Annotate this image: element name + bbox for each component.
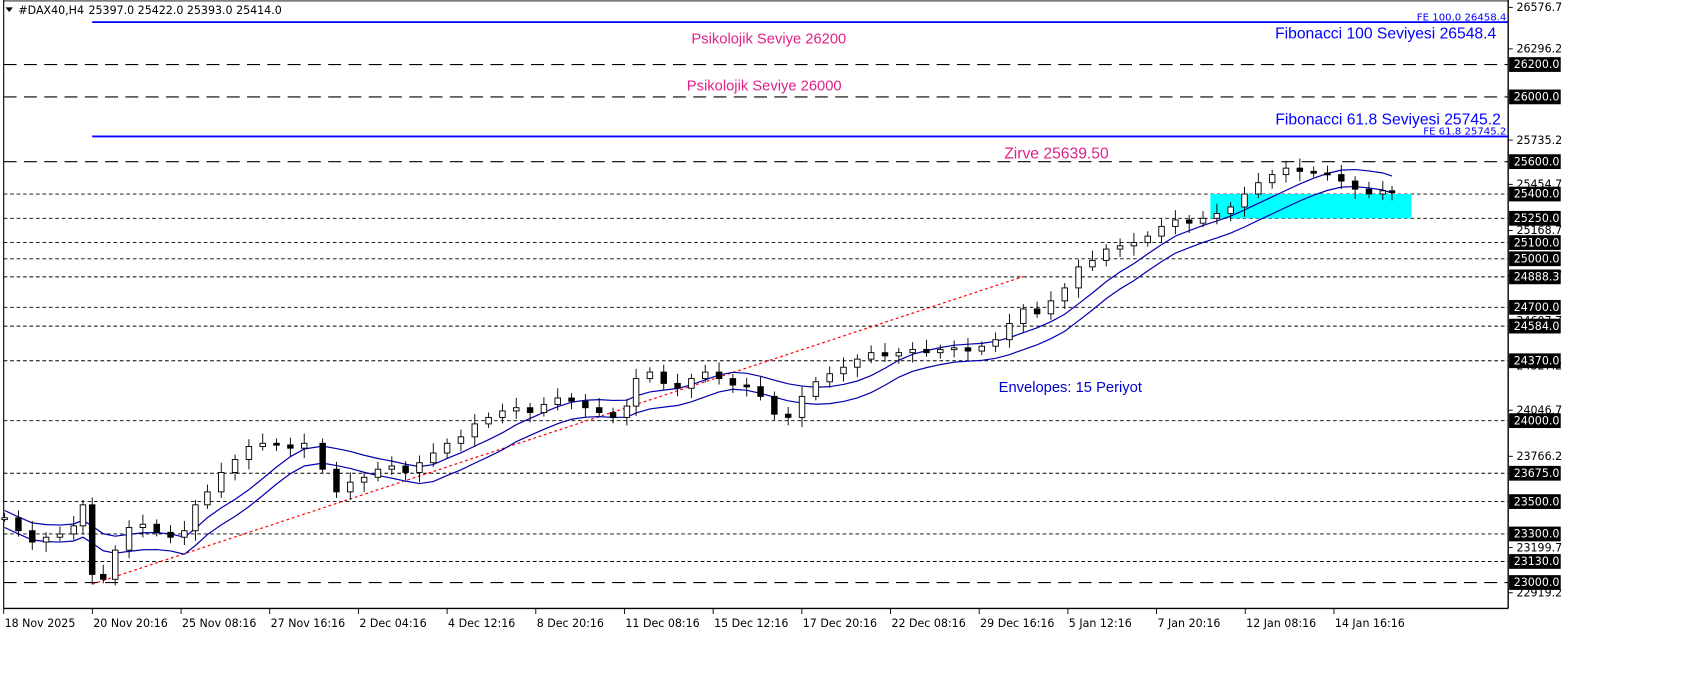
time-tick-label: 20 Nov 20:16 bbox=[93, 617, 167, 630]
envelope-lower bbox=[4, 185, 1393, 555]
symbol-label: #DAX40,H4 bbox=[18, 4, 84, 17]
price-level-badge[interactable] bbox=[1509, 526, 1561, 542]
psych-26000-annotation[interactable]: Psikolojik Seviye 26000 bbox=[687, 78, 842, 94]
support-zone bbox=[1210, 194, 1412, 219]
price-level-label: 26000.0 bbox=[1514, 91, 1560, 104]
price-level-label: 23500.0 bbox=[1514, 495, 1560, 508]
price-level-badge[interactable] bbox=[1509, 269, 1561, 285]
price-tick-label: 26576.7 bbox=[1516, 1, 1562, 14]
price-level-badge[interactable] bbox=[1509, 210, 1561, 226]
price-tick-label: 23199.7 bbox=[1516, 541, 1562, 554]
time-tick-label: 11 Dec 08:16 bbox=[625, 617, 699, 630]
price-level-label: 26200.0 bbox=[1514, 58, 1560, 71]
price-level-badge[interactable] bbox=[1509, 353, 1561, 369]
price-level-label: 23300.0 bbox=[1514, 528, 1560, 541]
fib618-annotation[interactable]: Fibonacci 61.8 Seviyesi 25745.2 bbox=[1275, 111, 1500, 128]
price-level-label: 24000.0 bbox=[1514, 414, 1560, 427]
price-level-badge[interactable] bbox=[1509, 251, 1561, 267]
price-level-badge[interactable] bbox=[1509, 465, 1561, 481]
time-tick-label: 5 Jan 12:16 bbox=[1069, 617, 1132, 630]
price-level-badge[interactable] bbox=[1509, 575, 1561, 590]
time-tick-label: 12 Jan 08:16 bbox=[1246, 617, 1316, 630]
price-level-label: 25600.0 bbox=[1514, 155, 1560, 168]
collapse-triangle-icon[interactable] bbox=[5, 7, 13, 12]
candles bbox=[1, 158, 1396, 586]
horizontal-levels bbox=[3, 63, 1509, 584]
price-tick-label: 25735.2 bbox=[1516, 134, 1562, 147]
envelopes-annotation[interactable]: Envelopes: 15 Periyot bbox=[999, 380, 1142, 396]
price-level-label: 25100.0 bbox=[1514, 236, 1560, 249]
price-level-label: 25250.0 bbox=[1514, 212, 1560, 225]
price-level-badge[interactable] bbox=[1509, 413, 1561, 429]
price-tick-label: 23766.2 bbox=[1516, 450, 1562, 463]
price-level-badge[interactable] bbox=[1509, 554, 1561, 569]
price-level-badge[interactable] bbox=[1509, 235, 1561, 250]
ohlc-values: 25397.0 25422.0 25393.0 25414.0 bbox=[88, 4, 281, 17]
price-level-badge[interactable] bbox=[1509, 186, 1561, 202]
price-axis[interactable]: 26576.726296.225735.225454.725168.724887… bbox=[1508, 1, 1562, 599]
price-level-label: 25000.0 bbox=[1514, 252, 1560, 265]
time-tick-label: 2 Dec 04:16 bbox=[359, 617, 426, 630]
time-tick-label: 7 Jan 20:16 bbox=[1157, 617, 1220, 630]
fe618-tag: FE 61.8 25745.2 bbox=[1423, 127, 1506, 138]
price-level-label: 25400.0 bbox=[1514, 188, 1560, 201]
peak-annotation[interactable]: Zirve 25639.50 bbox=[1004, 146, 1109, 163]
time-tick-label: 4 Dec 12:16 bbox=[448, 617, 515, 630]
price-level-label: 23000.0 bbox=[1514, 576, 1560, 589]
price-level-badge[interactable] bbox=[1509, 318, 1561, 334]
price-tick-label: 25168.7 bbox=[1516, 224, 1562, 237]
price-level-badge[interactable] bbox=[1509, 57, 1561, 72]
time-tick-label: 14 Jan 16:16 bbox=[1335, 617, 1405, 630]
time-tick-label: 17 Dec 20:16 bbox=[803, 617, 877, 630]
price-level-badge[interactable] bbox=[1509, 299, 1561, 315]
fib100-annotation[interactable]: Fibonacci 100 Seviyesi 26548.4 bbox=[1275, 26, 1496, 43]
fibonacci-lines[interactable] bbox=[92, 21, 1509, 138]
price-level-label: 24370.0 bbox=[1514, 354, 1560, 367]
price-level-label: 24700.0 bbox=[1514, 301, 1560, 314]
time-axis[interactable]: 18 Nov 2025 20 Nov 20:16 25 Nov 08:16 27 No… bbox=[3, 608, 1405, 630]
price-level-label: 24888.3 bbox=[1514, 271, 1560, 284]
price-tick-label: 26296.2 bbox=[1516, 43, 1562, 56]
price-level-badge[interactable] bbox=[1509, 154, 1561, 170]
time-tick-label: 25 Nov 08:16 bbox=[182, 617, 256, 630]
price-level-label: 23130.0 bbox=[1514, 555, 1560, 568]
time-tick-label: 8 Dec 20:16 bbox=[537, 617, 604, 630]
time-tick-label: 27 Nov 16:16 bbox=[271, 617, 345, 630]
time-tick-label: 29 Dec 16:16 bbox=[980, 617, 1054, 630]
price-level-badge[interactable] bbox=[1509, 494, 1561, 509]
time-tick-label: 18 Nov 2025 bbox=[5, 617, 76, 630]
fe100-tag: FE 100.0 26458.4 bbox=[1417, 12, 1507, 23]
time-tick-label: 22 Dec 08:16 bbox=[891, 617, 965, 630]
price-level-badge[interactable] bbox=[1509, 89, 1561, 105]
time-tick-label: 15 Dec 12:16 bbox=[714, 617, 788, 630]
price-level-label: 24584.0 bbox=[1514, 320, 1560, 333]
psych-26200-annotation[interactable]: Psikolojik Seviye 26200 bbox=[691, 31, 846, 47]
chart-header: #DAX40,H4 25397.0 25422.0 25393.0 25414.… bbox=[5, 4, 282, 17]
price-level-label: 23675.0 bbox=[1514, 467, 1560, 480]
